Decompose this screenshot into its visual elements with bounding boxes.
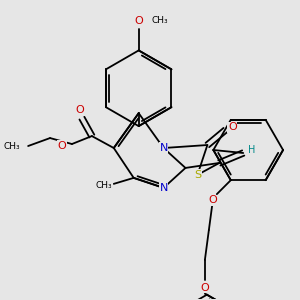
Text: O: O — [76, 105, 84, 115]
Text: CH₃: CH₃ — [4, 142, 20, 151]
Text: O: O — [200, 283, 209, 293]
Text: O: O — [208, 195, 217, 205]
Text: H: H — [248, 145, 255, 155]
Text: CH₃: CH₃ — [152, 16, 168, 25]
Text: N: N — [159, 143, 168, 153]
Text: CH₃: CH₃ — [95, 182, 112, 190]
Text: O: O — [134, 16, 143, 26]
Text: O: O — [57, 141, 66, 151]
Text: S: S — [194, 170, 201, 180]
Text: N: N — [159, 183, 168, 193]
Text: O: O — [228, 122, 237, 132]
